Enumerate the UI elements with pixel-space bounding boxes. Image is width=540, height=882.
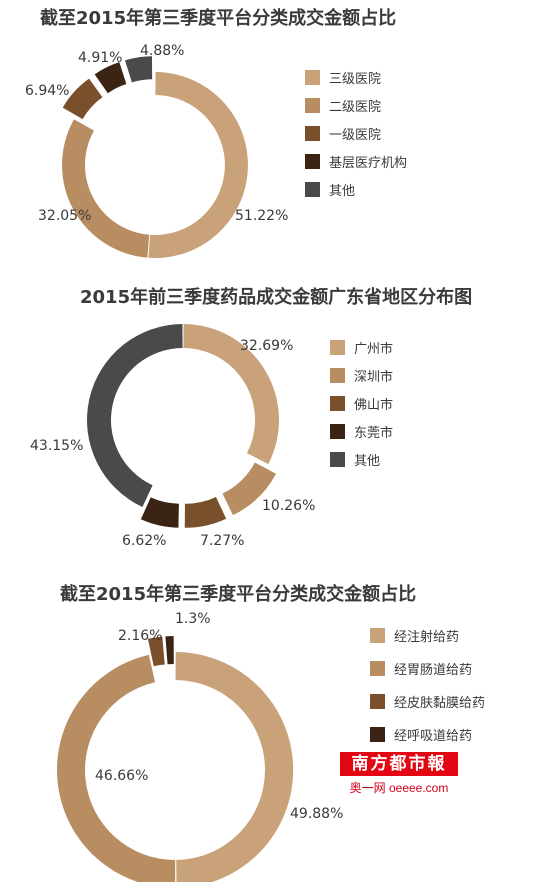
chart-2-legend-label-1: 广州市	[354, 341, 393, 357]
chart-3-data-label-2: 46.66%	[95, 768, 148, 784]
chart-2-title: 2015年前三季度药品成交金额广东省地区分布图	[80, 286, 472, 308]
chart-3-title: 截至2015年第三季度平台分类成交金额占比	[60, 583, 416, 605]
chart-3-legend-swatch-4	[370, 727, 385, 742]
chart-2-legend-label-2: 深圳市	[354, 369, 393, 385]
chart-1-legend-label-3: 一级医院	[329, 128, 381, 143]
chart-2-slice-4	[140, 497, 179, 528]
chart-2-slice-2	[222, 462, 277, 516]
chart-1-legend-swatch-4	[305, 154, 320, 169]
chart-1-data-label-4: 4.91%	[78, 50, 122, 66]
chart-3-legend-label-1: 经注射给药	[394, 629, 459, 645]
chart-1-slice-1	[148, 72, 248, 258]
chart-2-data-label-1: 32.69%	[240, 338, 293, 354]
chart-2-data-label-3: 7.27%	[200, 533, 244, 549]
chart-1-legend-swatch-3	[305, 126, 320, 141]
chart-2-legend-swatch-5	[330, 452, 345, 467]
chart-1-legend-label-4: 基层医疗机构	[329, 156, 407, 171]
chart-1-legend-swatch-2	[305, 98, 320, 113]
chart-2-data-label-2: 10.26%	[262, 498, 315, 514]
chart-1-slice-3	[62, 78, 103, 120]
chart-2-legend-label-5: 其他	[354, 454, 380, 469]
chart-3-legend-label-2: 经胃肠道给药	[394, 663, 472, 678]
chart-3-legend-swatch-2	[370, 661, 385, 676]
chart-1-legend-label-5: 其他	[329, 184, 355, 199]
chart-2-legend-label-4: 东莞市	[354, 425, 393, 441]
chart-1-slice-2	[62, 119, 150, 258]
chart-3-data-label-3: 2.16%	[118, 628, 162, 644]
chart-3-legend-swatch-1	[370, 628, 385, 643]
chart-2-data-label-5: 43.15%	[30, 438, 83, 454]
chart-3-legend-label-4: 经呼吸道给药	[394, 729, 472, 744]
chart-2-slice-5	[87, 324, 183, 508]
chart-1-legend-swatch-5	[305, 182, 320, 197]
chart-3-legend-swatch-3	[370, 694, 385, 709]
newspaper-badge: 南方都市報 奥一网 oeeee.com	[340, 752, 458, 798]
chart-2-legend-swatch-2	[330, 368, 345, 383]
chart-3-slice-2	[56, 654, 176, 882]
chart-1-data-label-5: 4.88%	[140, 43, 184, 59]
chart-3-slice-1	[175, 652, 294, 882]
website-label: 奥一网 oeeee.com	[349, 781, 449, 795]
chart-1-title: 截至2015年第三季度平台分类成交金额占比	[40, 7, 396, 29]
chart-1-slice-5	[125, 56, 153, 83]
chart-2-data-label-4: 6.62%	[122, 533, 166, 549]
chart-2-legend-swatch-3	[330, 396, 345, 411]
chart-1-data-label-3: 6.94%	[25, 83, 69, 99]
chart-3-data-label-1: 49.88%	[290, 806, 343, 822]
chart-1-slice-4	[94, 62, 127, 94]
chart-2-legend-swatch-4	[330, 424, 345, 439]
chart-1-data-label-1: 51.22%	[235, 208, 288, 224]
newspaper-logo: 南方都市報	[340, 752, 458, 776]
chart-3-slice-3	[147, 636, 165, 667]
chart-3-data-label-4: 1.3%	[175, 611, 211, 627]
chart-1-legend-label-1: 三级医院	[329, 72, 381, 87]
chart-1-legend-label-2: 二级医院	[329, 100, 381, 115]
chart-3-slice-4	[165, 636, 174, 665]
chart-3-legend-label-3: 经皮肤黏膜给药	[394, 695, 485, 711]
chart-2-slice-3	[184, 496, 227, 528]
chart-2-legend-label-3: 佛山市	[354, 397, 393, 413]
chart-2-slice-1	[183, 324, 280, 465]
chart-2-legend-swatch-1	[330, 340, 345, 355]
chart-1-legend-swatch-1	[305, 70, 320, 85]
chart-1-data-label-2: 32.05%	[38, 208, 91, 224]
